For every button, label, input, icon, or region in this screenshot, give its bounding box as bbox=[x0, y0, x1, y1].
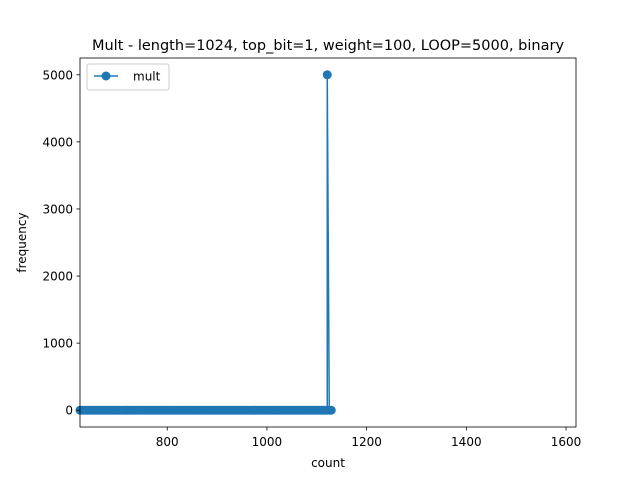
y-axis: 0 1000 2000 3000 4000 5000 bbox=[42, 68, 80, 418]
x-tick-label: 1000 bbox=[252, 435, 283, 449]
y-tick-label: 2000 bbox=[42, 270, 73, 284]
y-tick-label: 1000 bbox=[42, 337, 73, 351]
y-axis-label: frequency bbox=[15, 212, 29, 272]
y-tick-label: 5000 bbox=[42, 68, 73, 82]
x-axis-label: count bbox=[311, 456, 345, 470]
data-point bbox=[326, 405, 336, 415]
data-point bbox=[322, 70, 332, 80]
y-tick-label: 4000 bbox=[42, 135, 73, 149]
y-tick-label: 3000 bbox=[42, 202, 73, 216]
x-axis: 800 1000 1200 1400 1600 bbox=[156, 427, 582, 449]
x-tick-label: 800 bbox=[156, 435, 179, 449]
x-tick-label: 1600 bbox=[551, 435, 582, 449]
legend: mult bbox=[86, 63, 170, 91]
x-tick-label: 1200 bbox=[351, 435, 382, 449]
chart-title: Mult - length=1024, top_bit=1, weight=10… bbox=[92, 38, 564, 54]
x-tick-label: 1400 bbox=[451, 435, 482, 449]
legend-marker-mult bbox=[101, 71, 111, 81]
legend-box bbox=[86, 63, 170, 91]
series-layer bbox=[75, 70, 336, 415]
plot-frame bbox=[79, 57, 577, 428]
y-tick-label: 0 bbox=[65, 404, 73, 418]
legend-label-mult: mult bbox=[133, 70, 161, 84]
